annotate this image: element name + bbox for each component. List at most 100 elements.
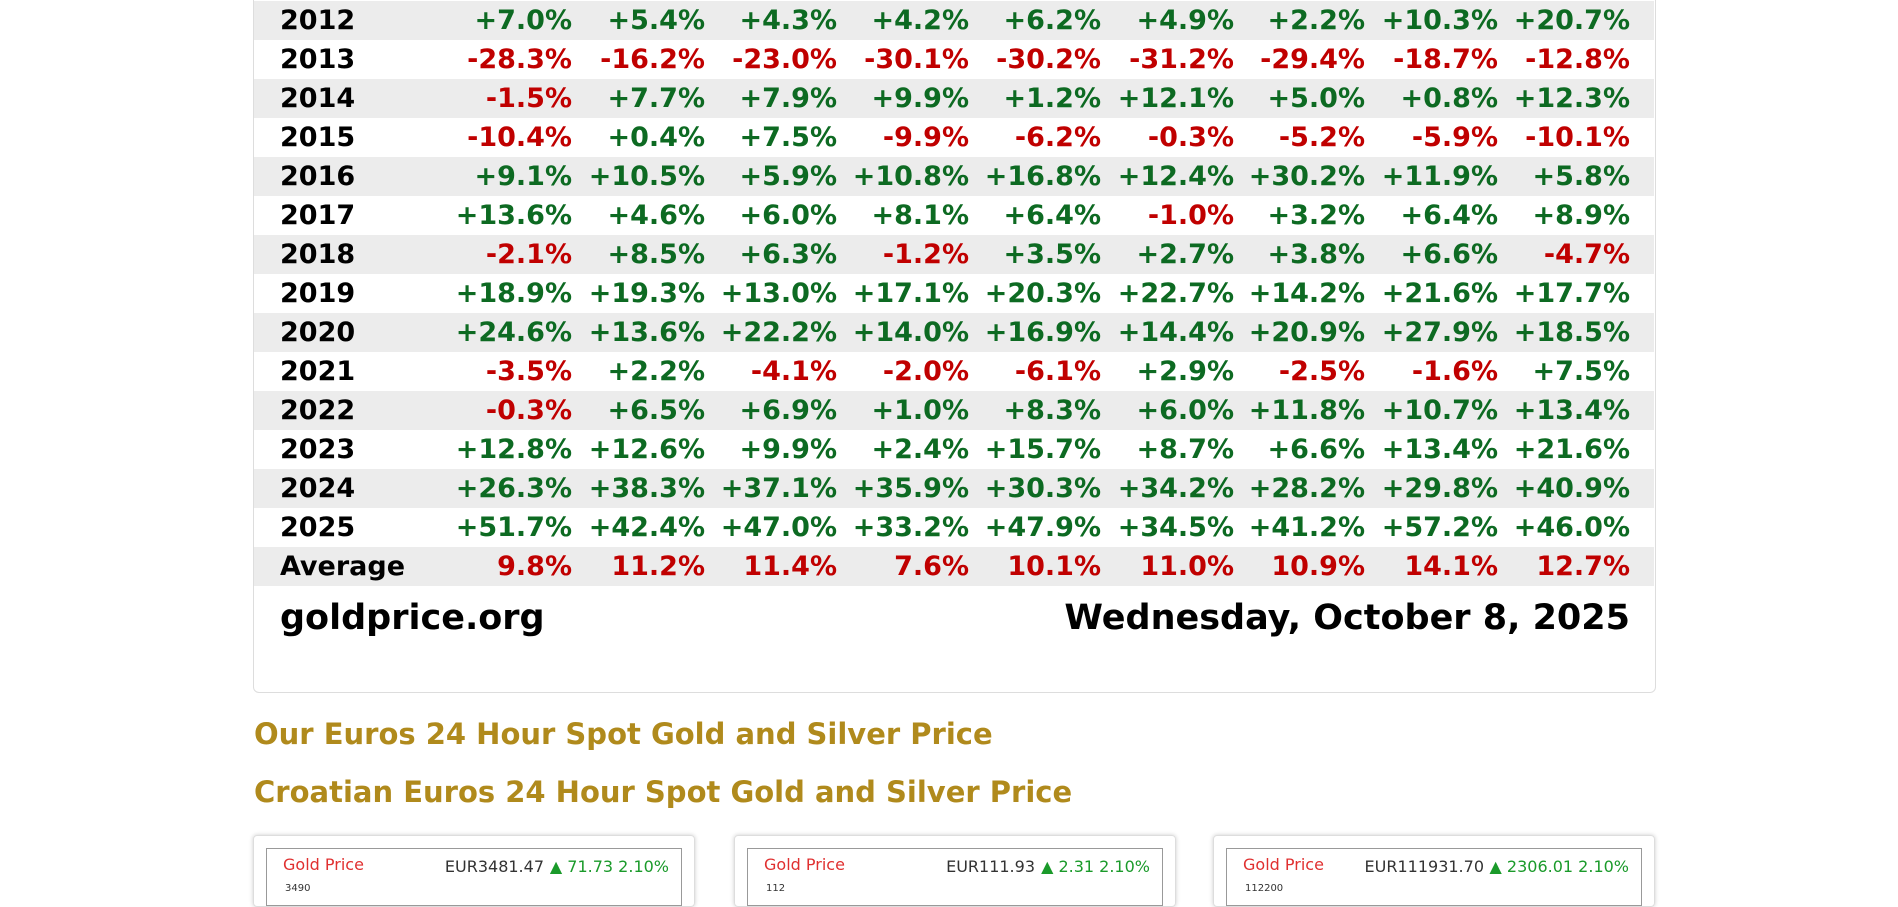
percent-cell: +19.3% xyxy=(588,278,705,309)
percent-cell: +47.0% xyxy=(720,512,837,543)
percent-cell: +2.4% xyxy=(871,434,969,465)
percent-cell: +8.5% xyxy=(607,239,705,270)
percent-cell: +6.2% xyxy=(1003,5,1101,36)
chart-panel: Gold Price ▲ 2.31 2.10% EUR111.93 112 xyxy=(734,835,1176,907)
percent-cell: +9.1% xyxy=(474,161,572,192)
year: 2012 xyxy=(280,5,356,36)
percent-cell: +4.3% xyxy=(739,5,837,36)
percent-cell: +30.2% xyxy=(1248,161,1365,192)
percent-cell: +29.8% xyxy=(1381,473,1498,504)
table-row xyxy=(254,313,1654,352)
percent-cell: +20.3% xyxy=(984,278,1101,309)
year: 2019 xyxy=(280,278,356,309)
percent-cell: 14.1% xyxy=(1404,551,1498,582)
percent-cell: +7.5% xyxy=(1532,356,1630,387)
percent-cell: -1.0% xyxy=(1147,200,1234,231)
percent-cell: -3.5% xyxy=(485,356,572,387)
table-box xyxy=(253,0,1656,693)
percent-cell: +11.9% xyxy=(1381,161,1498,192)
percent-cell: +12.3% xyxy=(1513,83,1630,114)
year: 2016 xyxy=(280,161,356,192)
percent-cell: +8.1% xyxy=(871,200,969,231)
table-row xyxy=(254,1,1654,40)
percent-cell: -12.8% xyxy=(1525,44,1630,75)
percent-cell: +40.9% xyxy=(1513,473,1630,504)
percent-cell: -4.1% xyxy=(750,356,837,387)
percent-cell: +6.5% xyxy=(607,395,705,426)
year: 2020 xyxy=(280,317,356,348)
percent-cell: +3.8% xyxy=(1267,239,1365,270)
year: 2015 xyxy=(280,122,356,153)
year: 2024 xyxy=(280,473,356,504)
percent-cell: +4.6% xyxy=(607,200,705,231)
percent-cell: +0.4% xyxy=(607,122,705,153)
table-row xyxy=(254,469,1654,508)
percent-cell: -31.2% xyxy=(1129,44,1234,75)
panel-price: EUR111.93 xyxy=(946,857,1035,876)
percent-cell: -1.2% xyxy=(882,239,969,270)
percent-cell: -23.0% xyxy=(732,44,837,75)
percent-cell: +4.2% xyxy=(871,5,969,36)
percent-cell: +16.8% xyxy=(984,161,1101,192)
percent-cell: +6.6% xyxy=(1267,434,1365,465)
percent-cell: +1.0% xyxy=(871,395,969,426)
percent-cell: +27.9% xyxy=(1381,317,1498,348)
panel-title: Gold Price xyxy=(764,855,845,874)
panel-change: ▲ 2306.01 2.10% xyxy=(1489,857,1629,876)
percent-cell: +46.0% xyxy=(1513,512,1630,543)
percent-cell: -9.9% xyxy=(882,122,969,153)
percent-cell: +5.4% xyxy=(607,5,705,36)
percent-cell: +13.4% xyxy=(1381,434,1498,465)
percent-cell: +42.4% xyxy=(588,512,705,543)
percent-cell: +57.2% xyxy=(1381,512,1498,543)
percent-cell: +7.9% xyxy=(739,83,837,114)
percent-cell: +33.2% xyxy=(852,512,969,543)
percent-cell: -2.1% xyxy=(485,239,572,270)
table-row xyxy=(254,547,1654,586)
axis-tick: 112 xyxy=(766,883,786,894)
panel-price: EUR3481.47 xyxy=(444,857,544,876)
percent-cell: 11.0% xyxy=(1140,551,1234,582)
section-heading: Croatian Euros 24 Hour Spot Gold and Sil… xyxy=(254,775,1073,809)
percent-cell: +2.2% xyxy=(607,356,705,387)
percent-cell: -6.1% xyxy=(1014,356,1101,387)
percent-cell: 7.6% xyxy=(894,551,969,582)
percent-cell: -16.2% xyxy=(600,44,705,75)
percent-cell: +15.7% xyxy=(984,434,1101,465)
percent-cell: +0.8% xyxy=(1400,83,1498,114)
source: goldprice.org xyxy=(280,598,545,638)
percent-cell: +10.7% xyxy=(1381,395,1498,426)
percent-cell: +18.5% xyxy=(1513,317,1630,348)
percent-cell: +14.2% xyxy=(1248,278,1365,309)
percent-cell: +22.2% xyxy=(720,317,837,348)
percent-cell: +5.8% xyxy=(1532,161,1630,192)
chart-frame: Gold Price ▲ 71.73 2.10% EUR3481.47 3490 xyxy=(266,848,682,906)
percent-cell: +14.4% xyxy=(1117,317,1234,348)
percent-cell: +13.6% xyxy=(588,317,705,348)
percent-cell: +7.7% xyxy=(607,83,705,114)
percent-cell: +3.5% xyxy=(1003,239,1101,270)
date: Wednesday, October 8, 2025 xyxy=(1064,598,1630,638)
percent-cell: -29.4% xyxy=(1260,44,1365,75)
percent-cell: +30.3% xyxy=(984,473,1101,504)
percent-cell: +1.2% xyxy=(1003,83,1101,114)
year: 2018 xyxy=(280,239,356,270)
percent-cell: +13.0% xyxy=(720,278,837,309)
percent-cell: +2.9% xyxy=(1136,356,1234,387)
chart-frame: Gold Price ▲ 2.31 2.10% EUR111.93 112 xyxy=(747,848,1163,906)
chart-panel: Gold Price ▲ 71.73 2.10% EUR3481.47 3490 xyxy=(253,835,695,907)
year: 2017 xyxy=(280,200,356,231)
percent-cell: +5.0% xyxy=(1267,83,1365,114)
percent-cell: +12.4% xyxy=(1117,161,1234,192)
percent-cell: +4.9% xyxy=(1136,5,1234,36)
percent-cell: 10.1% xyxy=(1007,551,1101,582)
axis-tick: 112200 xyxy=(1245,883,1284,894)
average-label: Average xyxy=(280,551,406,582)
percent-cell: +37.1% xyxy=(720,473,837,504)
percent-cell: +6.0% xyxy=(1136,395,1234,426)
percent-cell: -5.2% xyxy=(1278,122,1365,153)
percent-cell: +7.5% xyxy=(739,122,837,153)
percent-cell: -0.3% xyxy=(485,395,572,426)
percent-cell: +11.8% xyxy=(1248,395,1365,426)
percent-cell: +20.7% xyxy=(1513,5,1630,36)
